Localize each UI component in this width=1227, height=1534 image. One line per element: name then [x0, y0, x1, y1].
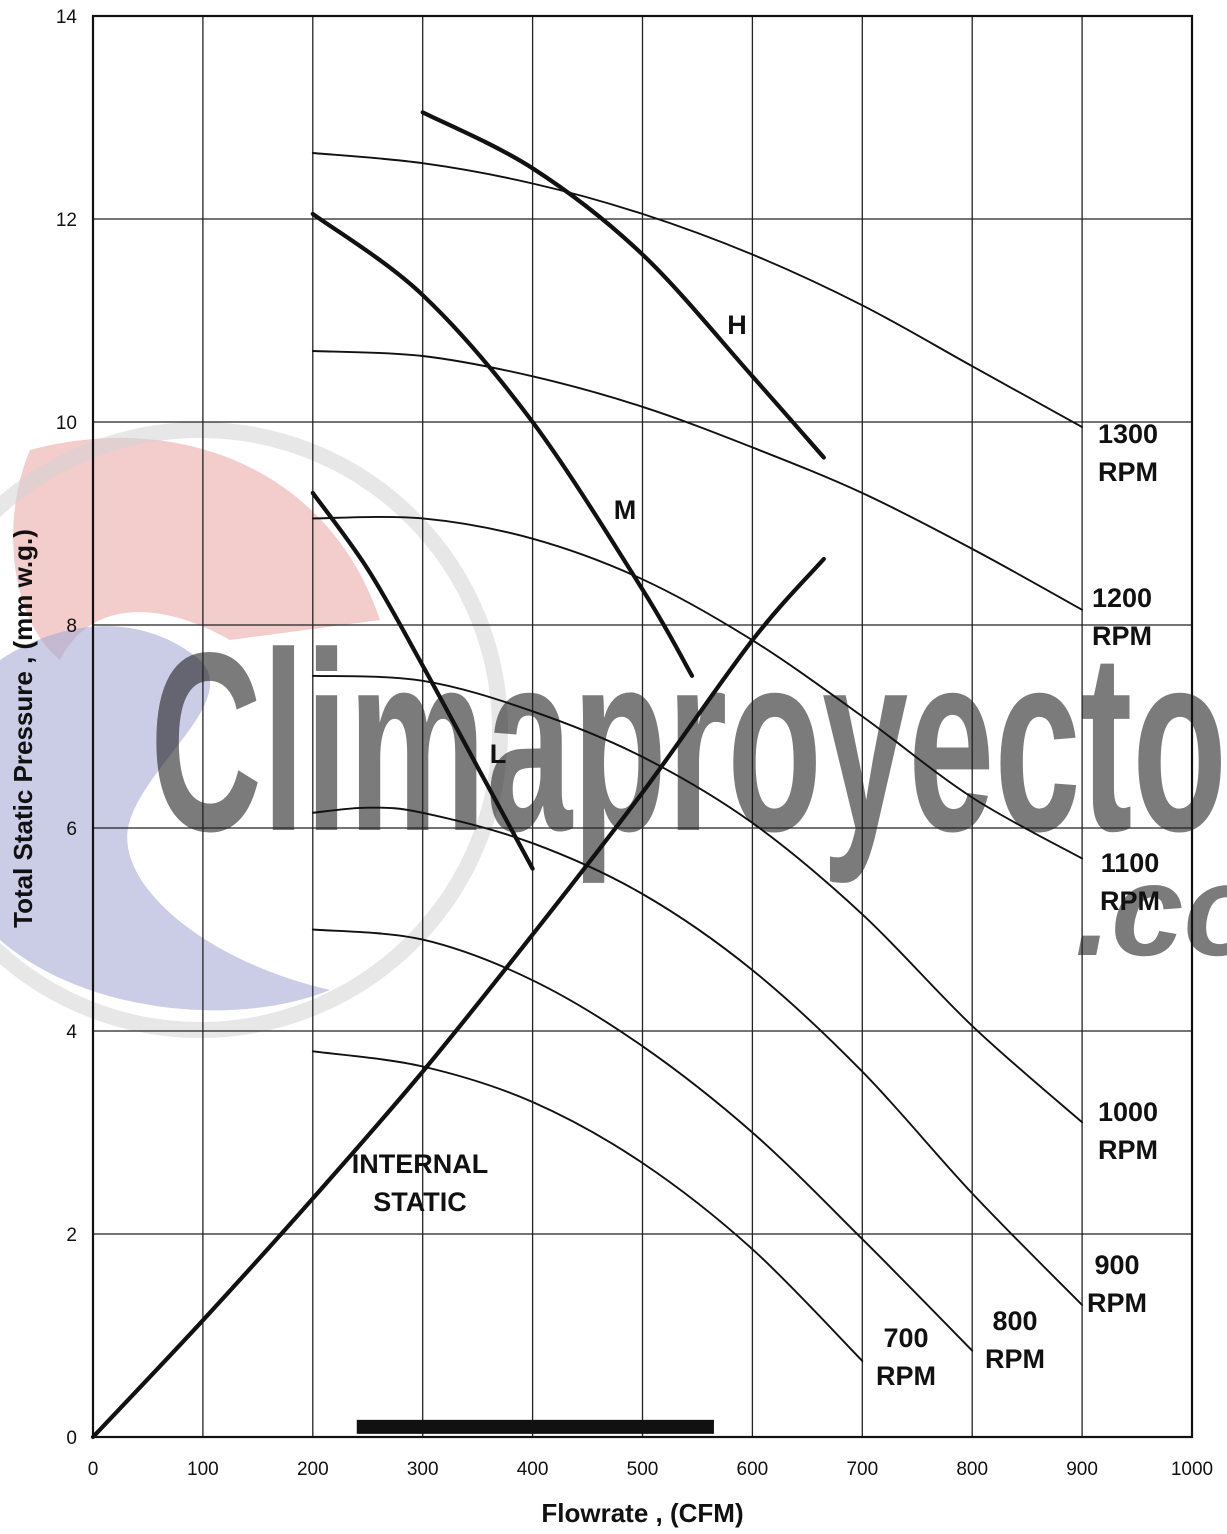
grid	[91, 14, 1194, 1439]
series-line-1200-rpm	[311, 350, 1084, 611]
series-label: M	[614, 495, 637, 525]
tick-labels: 0 100 200 300 400 500 600 700 800 900 1000 0 2 4 6 8 10 1…	[56, 7, 1213, 1480]
y-tick-label: 0	[66, 1428, 77, 1449]
series-line-l	[310, 490, 535, 871]
series-line-internal-static	[90, 556, 826, 1440]
series-label: RPM	[876, 1361, 936, 1391]
series-label: 1000	[1098, 1097, 1158, 1127]
x-tick-label: 200	[297, 1459, 329, 1480]
y-tick-label: 2	[66, 1225, 77, 1246]
x-tick-label: 800	[956, 1459, 988, 1480]
series-line-700-rpm	[311, 1050, 864, 1362]
x-tick-label: 400	[517, 1459, 549, 1480]
series-line-900-rpm	[311, 806, 1084, 1306]
series-line-1000-rpm	[311, 674, 1084, 1124]
watermark-logo-blue	[0, 626, 330, 1011]
x-tick-label: 700	[846, 1459, 878, 1480]
x-tick-label: 1000	[1171, 1459, 1213, 1480]
y-tick-label: 12	[56, 210, 77, 231]
series-label: RPM	[1098, 457, 1158, 487]
x-tick-label: 0	[88, 1459, 99, 1480]
y-tick-label: 8	[66, 616, 77, 637]
series-labels: 1300 RPM 1200 RPM 1100 RPM 1000 RPM 900 RPM 800 RPM…	[352, 310, 1160, 1391]
y-axis-title: Total Static Pressure , (mm w.g.)	[8, 529, 38, 928]
x-axis-title: Flowrate , (CFM)	[541, 1498, 743, 1528]
watermark-logo-ring	[0, 422, 508, 1038]
watermark-text: Climaproyecto	[150, 600, 1227, 885]
x-tick-label: 500	[627, 1459, 659, 1480]
series-label: RPM	[1098, 1135, 1158, 1165]
series-label: RPM	[1087, 1288, 1147, 1318]
series-label: STATIC	[373, 1187, 467, 1217]
series-line-h	[420, 110, 826, 460]
series-lines	[90, 110, 1084, 1440]
y-tick-label: 4	[66, 1022, 77, 1043]
x-tick-label: 900	[1066, 1459, 1098, 1480]
series-label: L	[490, 739, 507, 769]
series-label: H	[727, 310, 747, 340]
watermark-suffix: .co	[1075, 837, 1227, 983]
watermark-logo-red	[13, 437, 380, 660]
series-label: RPM	[1100, 886, 1160, 916]
y-tick-label: 10	[56, 413, 77, 434]
series-label: INTERNAL	[352, 1149, 489, 1179]
x-tick-label: 300	[407, 1459, 439, 1480]
series-line-800-rpm	[311, 928, 974, 1352]
series-label: RPM	[985, 1344, 1045, 1374]
plot-frame	[91, 14, 1194, 1439]
series-label: 800	[992, 1306, 1037, 1336]
series-label: 700	[883, 1323, 928, 1353]
series-label: 1200	[1092, 583, 1152, 613]
series-line-m	[310, 211, 695, 678]
x-tick-label: 600	[737, 1459, 769, 1480]
series-label: RPM	[1092, 621, 1152, 651]
x-tick-label: 100	[187, 1459, 219, 1480]
watermark: Climaproyecto.co	[0, 422, 1227, 1038]
series-label: 900	[1094, 1250, 1139, 1280]
series-label: 1300	[1098, 419, 1158, 449]
operating-range-bar	[356, 1419, 714, 1434]
y-tick-label: 14	[56, 7, 78, 28]
series-line-1300-rpm	[311, 152, 1084, 429]
series-line-1100-rpm	[311, 515, 1084, 860]
series-label: 1100	[1101, 848, 1160, 878]
y-tick-label: 6	[66, 819, 77, 840]
